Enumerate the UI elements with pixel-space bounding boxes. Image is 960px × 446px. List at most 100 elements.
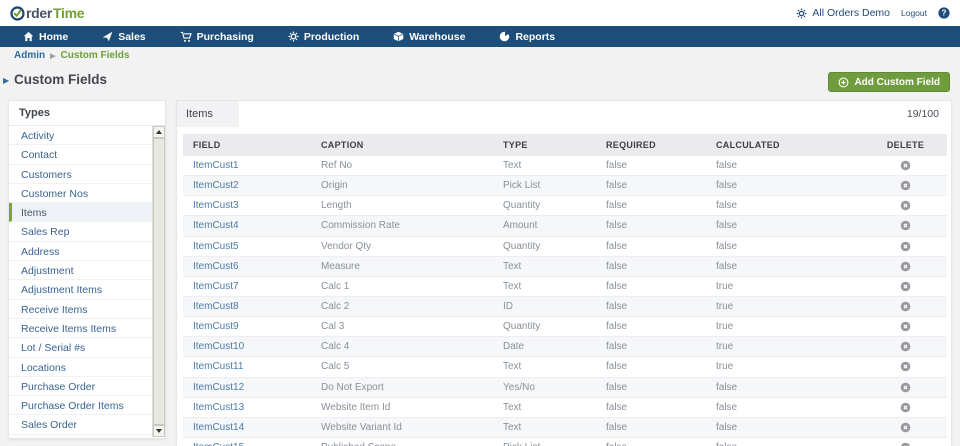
table-row: ItemCust5 Vendor Qty Quantity false false bbox=[183, 236, 947, 257]
cell-caption: Do Not Export bbox=[311, 377, 493, 398]
delete-icon[interactable] bbox=[900, 382, 911, 393]
delete-icon[interactable] bbox=[900, 442, 911, 446]
sidebar-item-contact[interactable]: Contact bbox=[9, 145, 152, 165]
sidebar-item-customer-nos[interactable]: Customer Nos bbox=[9, 184, 152, 204]
delete-icon[interactable] bbox=[900, 402, 911, 413]
field-link[interactable]: ItemCust4 bbox=[193, 220, 239, 232]
custom-fields-table: Field Caption Type Required Calculated Delete… bbox=[183, 134, 947, 446]
field-link[interactable]: ItemCust8 bbox=[193, 301, 239, 313]
cell-calculated: false bbox=[706, 397, 864, 418]
sidebar-item-activity[interactable]: Activity bbox=[9, 126, 152, 146]
nav-item-production[interactable]: Production bbox=[271, 26, 376, 47]
cell-required: false bbox=[596, 417, 706, 438]
delete-icon[interactable] bbox=[900, 281, 911, 292]
sidebar-item-purchase-order-items[interactable]: Purchase Order Items bbox=[9, 396, 152, 416]
types-scrollbar[interactable] bbox=[152, 126, 165, 437]
sidebar-item-sales-rep[interactable]: Sales Rep bbox=[9, 222, 152, 242]
logout-button[interactable]: Logout bbox=[901, 8, 927, 18]
breadcrumb-arrow-icon: ▶ bbox=[50, 52, 56, 60]
nav-label: Warehouse bbox=[409, 30, 466, 43]
cell-required: false bbox=[596, 437, 706, 446]
field-link[interactable]: ItemCust5 bbox=[193, 240, 239, 252]
nav-item-reports[interactable]: Reports bbox=[482, 26, 572, 47]
field-link[interactable]: ItemCust14 bbox=[193, 421, 245, 433]
delete-icon[interactable] bbox=[900, 361, 911, 372]
settings-gear-icon bbox=[796, 8, 807, 19]
scrollbar-thumb[interactable] bbox=[153, 138, 165, 425]
table-row: ItemCust2 Origin Pick List false false bbox=[183, 175, 947, 197]
sidebar-item-items[interactable]: Items bbox=[9, 203, 152, 223]
sidebar-item-address[interactable]: Address bbox=[9, 242, 152, 262]
delete-icon[interactable] bbox=[900, 200, 911, 211]
cell-calculated: false bbox=[706, 156, 864, 177]
column-header-caption: Caption bbox=[311, 134, 493, 156]
nav-item-home[interactable]: Home bbox=[6, 26, 85, 47]
field-link[interactable]: ItemCust3 bbox=[193, 200, 239, 212]
items-panel: Items 19/100 Field Caption Type Required Cal… bbox=[176, 100, 952, 446]
field-link[interactable]: ItemCust11 bbox=[193, 361, 244, 373]
sidebar-item-receive-items[interactable]: Receive Items bbox=[9, 300, 152, 319]
field-link[interactable]: ItemCust6 bbox=[193, 260, 239, 272]
sidebar-item-customers[interactable]: Customers bbox=[9, 165, 152, 184]
delete-icon[interactable] bbox=[900, 301, 911, 312]
delete-icon[interactable] bbox=[900, 241, 911, 252]
account-menu[interactable]: All Orders Demo bbox=[796, 7, 890, 19]
field-link[interactable]: ItemCust7 bbox=[193, 280, 239, 292]
box-icon bbox=[393, 31, 404, 42]
table-row: ItemCust8 Calc 2 ID false true bbox=[183, 296, 947, 318]
add-custom-field-button[interactable]: Add Custom Field bbox=[828, 72, 950, 92]
nav-item-purchasing[interactable]: Purchasing bbox=[163, 26, 271, 47]
column-header-calculated: Calculated bbox=[706, 134, 864, 156]
nav-item-sales[interactable]: Sales bbox=[85, 26, 162, 47]
delete-icon[interactable] bbox=[900, 160, 911, 171]
delete-icon[interactable] bbox=[900, 220, 911, 231]
ordertime-logo[interactable]: rder Time bbox=[10, 5, 85, 21]
delete-icon[interactable] bbox=[900, 422, 911, 433]
sidebar-item-adjustment-items[interactable]: Adjustment Items bbox=[9, 280, 152, 300]
cell-caption: Length bbox=[311, 195, 493, 217]
field-link[interactable]: ItemCust10 bbox=[193, 341, 245, 353]
help-icon[interactable]: ? bbox=[938, 7, 950, 19]
main-nav: Home Sales Purchasing Production Warehouse Re… bbox=[0, 26, 960, 47]
nav-item-warehouse[interactable]: Warehouse bbox=[376, 26, 482, 47]
field-link[interactable]: ItemCust9 bbox=[193, 321, 239, 333]
field-link[interactable]: ItemCust2 bbox=[193, 180, 239, 192]
sidebar-item-lot-serial-s[interactable]: Lot / Serial #s bbox=[9, 338, 152, 358]
cell-required: false bbox=[596, 215, 706, 237]
cell-calculated: false bbox=[706, 175, 864, 197]
cell-calculated: false bbox=[706, 256, 864, 277]
cell-type: Text bbox=[493, 256, 596, 277]
table-row: ItemCust13 Website Item Id Text false false bbox=[183, 397, 947, 418]
cell-caption: Ref No bbox=[311, 156, 493, 177]
cell-delete bbox=[864, 296, 947, 318]
field-link[interactable]: ItemCust15 bbox=[193, 442, 244, 446]
breadcrumb-admin[interactable]: Admin bbox=[14, 50, 46, 61]
cell-calculated: true bbox=[706, 356, 864, 378]
cell-delete bbox=[864, 256, 947, 277]
column-header-required: Required bbox=[596, 134, 706, 156]
scroll-down-button[interactable] bbox=[153, 425, 165, 437]
column-header-type: Type bbox=[493, 134, 596, 156]
cell-delete bbox=[864, 236, 947, 257]
cell-delete bbox=[864, 276, 947, 297]
sidebar-item-adjustment[interactable]: Adjustment bbox=[9, 261, 152, 281]
delete-icon[interactable] bbox=[900, 321, 911, 332]
sidebar-item-sales-order[interactable]: Sales Order bbox=[9, 415, 152, 435]
scroll-up-button[interactable] bbox=[153, 126, 165, 138]
delete-icon[interactable] bbox=[900, 180, 911, 191]
delete-icon[interactable] bbox=[900, 341, 911, 352]
field-link[interactable]: ItemCust1 bbox=[193, 160, 239, 172]
collapse-arrow-icon[interactable]: ▶ bbox=[3, 76, 10, 85]
cell-caption: Published Scope bbox=[311, 437, 493, 446]
delete-icon[interactable] bbox=[900, 261, 911, 272]
sidebar-item-locations[interactable]: Locations bbox=[9, 358, 152, 377]
field-link[interactable]: ItemCust13 bbox=[193, 401, 245, 413]
cell-type: Text bbox=[493, 417, 596, 438]
sidebar-item-receive-items-items[interactable]: Receive Items Items bbox=[9, 319, 152, 339]
cart-icon bbox=[180, 31, 192, 43]
table-body: ItemCust1 Ref No Text false false ItemCust2 O… bbox=[183, 156, 947, 446]
sidebar-item-purchase-order[interactable]: Purchase Order bbox=[9, 377, 152, 397]
field-link[interactable]: ItemCust12 bbox=[193, 381, 245, 393]
table-row: ItemCust15Published ScopePick Listfalsef… bbox=[183, 437, 947, 446]
column-header-delete: Delete bbox=[864, 134, 947, 156]
